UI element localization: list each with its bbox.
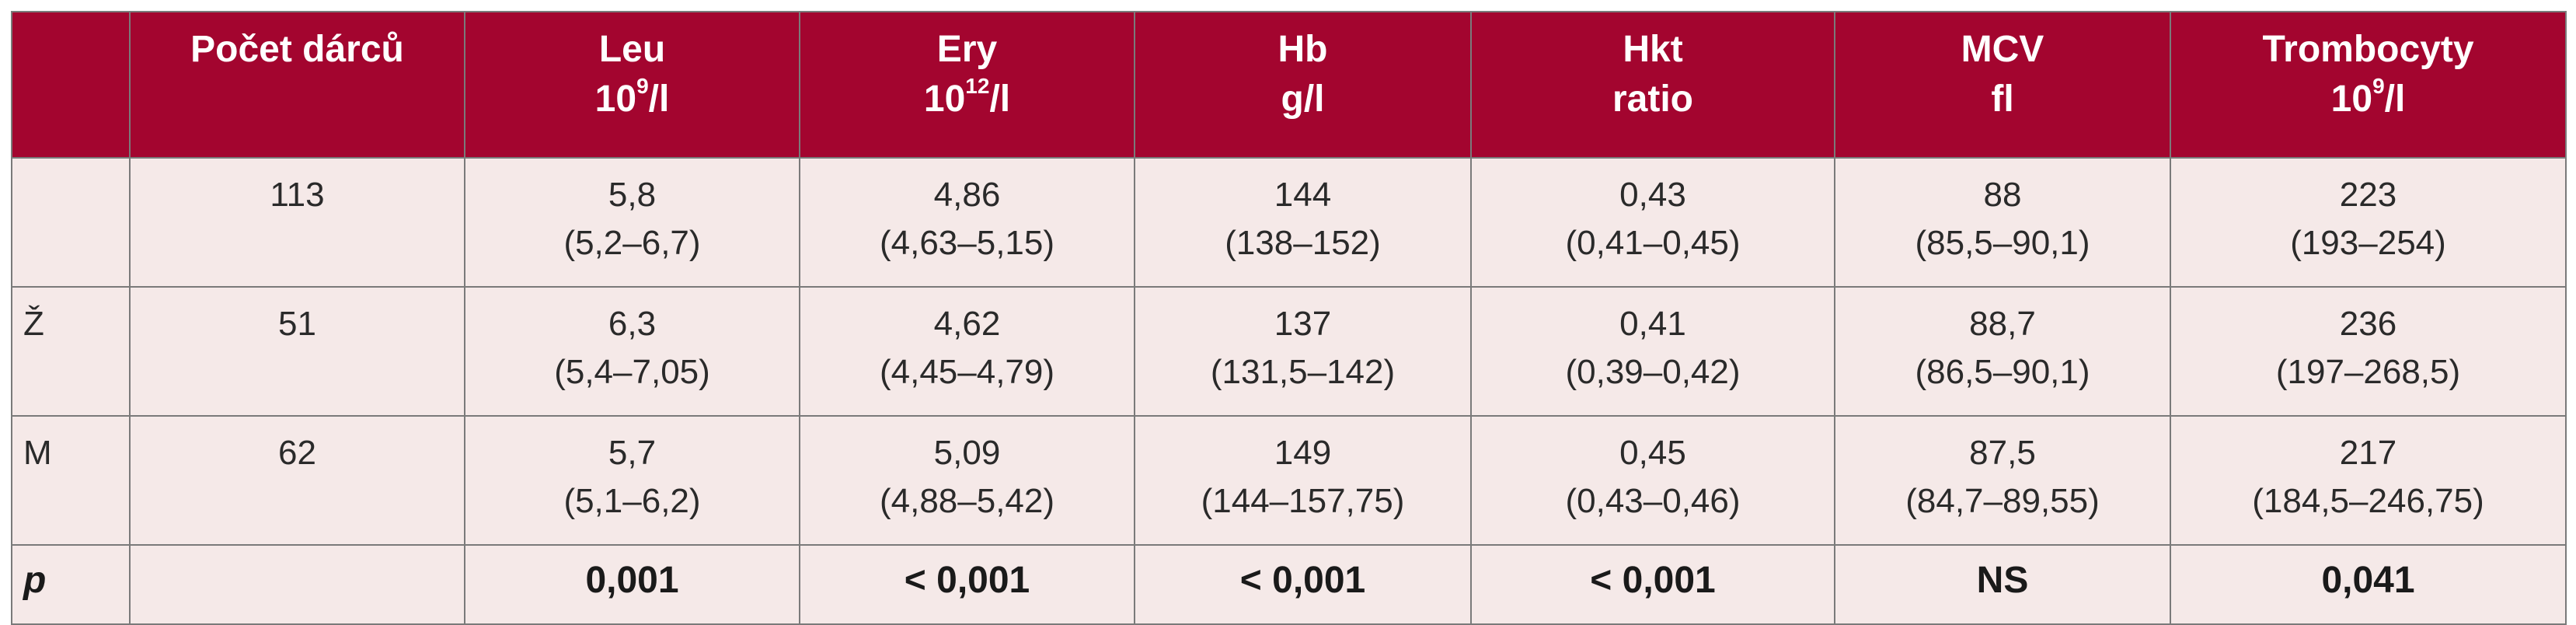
mcv-cell: 88 (85,5–90,1) bbox=[1834, 157, 2171, 288]
header-leu-unit: 109/l bbox=[594, 74, 670, 120]
mcv-cell: 87,5 (84,7–89,55) bbox=[1834, 415, 2171, 546]
leu-cell: 5,8 (5,2–6,7) bbox=[464, 157, 800, 288]
header-trombocyty-label: Trombocyty bbox=[2262, 29, 2474, 70]
donor-count-cell: 62 bbox=[129, 415, 465, 546]
leu-cell: 6,3 (5,4–7,05) bbox=[464, 286, 800, 417]
row-label bbox=[11, 157, 131, 288]
header-hb: Hb g/l bbox=[1134, 11, 1472, 159]
header-trombocyty: Trombocyty 109/l bbox=[2170, 11, 2567, 159]
row-label: M bbox=[11, 415, 131, 546]
leu-cell: 5,7 (5,1–6,2) bbox=[464, 415, 800, 546]
ery-cell: 4,62 (4,45–4,79) bbox=[799, 286, 1135, 417]
mcv-cell: 88,7 (86,5–90,1) bbox=[1834, 286, 2171, 417]
header-mcv-label: MCV bbox=[1961, 29, 2044, 70]
header-hkt-label: Hkt bbox=[1623, 29, 1683, 70]
header-hkt-unit: ratio bbox=[1612, 79, 1693, 120]
row-label: Ž bbox=[11, 286, 131, 417]
header-hb-unit: g/l bbox=[1281, 79, 1325, 120]
p-hb-cell: < 0,001 bbox=[1134, 544, 1472, 625]
header-mcv-unit: fl bbox=[1991, 79, 2014, 120]
p-donor-count-cell bbox=[129, 544, 465, 625]
hkt-cell: 0,43 (0,41–0,45) bbox=[1470, 157, 1835, 288]
header-empty bbox=[11, 11, 131, 159]
header-ery-unit: 1012/l bbox=[923, 74, 1011, 120]
ery-cell: 5,09 (4,88–5,42) bbox=[799, 415, 1135, 546]
header-hb-label: Hb bbox=[1278, 29, 1328, 70]
p-row-label: p bbox=[11, 544, 131, 625]
hb-cell: 137 (131,5–142) bbox=[1134, 286, 1472, 417]
header-ery: Ery 1012/l bbox=[799, 11, 1135, 159]
table-row: Ž 51 6,3 (5,4–7,05) 4,62 (4,45–4,79) 137 (1… bbox=[11, 286, 2567, 417]
table-row: M 62 5,7 (5,1–6,2) 5,09 (4,88–5,42) 149 (14… bbox=[11, 415, 2567, 546]
p-value-row: p 0,001 < 0,001 < 0,001 < 0,001 NS 0,041 bbox=[11, 544, 2567, 625]
p-trombocyty-cell: 0,041 bbox=[2170, 544, 2567, 625]
p-hkt-cell: < 0,001 bbox=[1470, 544, 1835, 625]
p-ery-cell: < 0,001 bbox=[799, 544, 1135, 625]
hb-cell: 149 (144–157,75) bbox=[1134, 415, 1472, 546]
trombocyty-cell: 236 (197–268,5) bbox=[2170, 286, 2567, 417]
p-mcv-cell: NS bbox=[1834, 544, 2171, 625]
header-leu: Leu 109/l bbox=[464, 11, 800, 159]
donor-count-cell: 51 bbox=[129, 286, 465, 417]
ery-cell: 4,86 (4,63–5,15) bbox=[799, 157, 1135, 288]
table-row: 113 5,8 (5,2–6,7) 4,86 (4,63–5,15) 144 (138… bbox=[11, 157, 2567, 288]
hkt-cell: 0,41 (0,39–0,42) bbox=[1470, 286, 1835, 417]
header-row: Počet dárců Leu 109/l Ery 1012/l Hb g/l … bbox=[11, 11, 2567, 159]
results-table: Počet dárců Leu 109/l Ery 1012/l Hb g/l … bbox=[11, 11, 2567, 625]
header-donor-count-label: Počet dárců bbox=[190, 29, 404, 70]
hkt-cell: 0,45 (0,43–0,46) bbox=[1470, 415, 1835, 546]
header-hkt: Hkt ratio bbox=[1470, 11, 1835, 159]
header-donor-count: Počet dárců bbox=[129, 11, 465, 159]
header-leu-label: Leu bbox=[598, 29, 666, 70]
trombocyty-cell: 223 (193–254) bbox=[2170, 157, 2567, 288]
hb-cell: 144 (138–152) bbox=[1134, 157, 1472, 288]
p-leu-cell: 0,001 bbox=[464, 544, 800, 625]
trombocyty-cell: 217 (184,5–246,75) bbox=[2170, 415, 2567, 546]
header-ery-label: Ery bbox=[936, 29, 998, 70]
donor-count-cell: 113 bbox=[129, 157, 465, 288]
header-trombocyty-unit: 109/l bbox=[2330, 74, 2406, 120]
header-mcv: MCV fl bbox=[1834, 11, 2171, 159]
